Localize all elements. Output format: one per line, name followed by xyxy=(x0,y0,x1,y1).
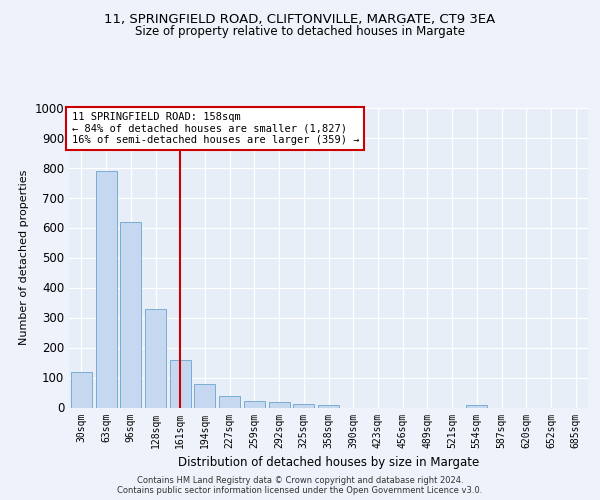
Bar xyxy=(71,372,92,408)
Text: 11, SPRINGFIELD ROAD, CLIFTONVILLE, MARGATE, CT9 3EA: 11, SPRINGFIELD ROAD, CLIFTONVILLE, MARG… xyxy=(104,12,496,26)
Bar xyxy=(120,222,141,408)
Bar xyxy=(318,404,339,407)
Bar xyxy=(194,384,215,407)
Text: Contains HM Land Registry data © Crown copyright and database right 2024.
Contai: Contains HM Land Registry data © Crown c… xyxy=(118,476,482,495)
Bar xyxy=(219,396,240,407)
Bar xyxy=(269,402,290,407)
Bar xyxy=(244,401,265,407)
Y-axis label: Number of detached properties: Number of detached properties xyxy=(19,170,29,345)
Text: 11 SPRINGFIELD ROAD: 158sqm
← 84% of detached houses are smaller (1,827)
16% of : 11 SPRINGFIELD ROAD: 158sqm ← 84% of det… xyxy=(71,112,359,145)
Bar xyxy=(293,404,314,407)
X-axis label: Distribution of detached houses by size in Margate: Distribution of detached houses by size … xyxy=(178,456,479,469)
Bar xyxy=(95,170,116,408)
Text: Size of property relative to detached houses in Margate: Size of property relative to detached ho… xyxy=(135,25,465,38)
Bar xyxy=(466,404,487,407)
Bar xyxy=(170,360,191,408)
Bar xyxy=(145,308,166,408)
